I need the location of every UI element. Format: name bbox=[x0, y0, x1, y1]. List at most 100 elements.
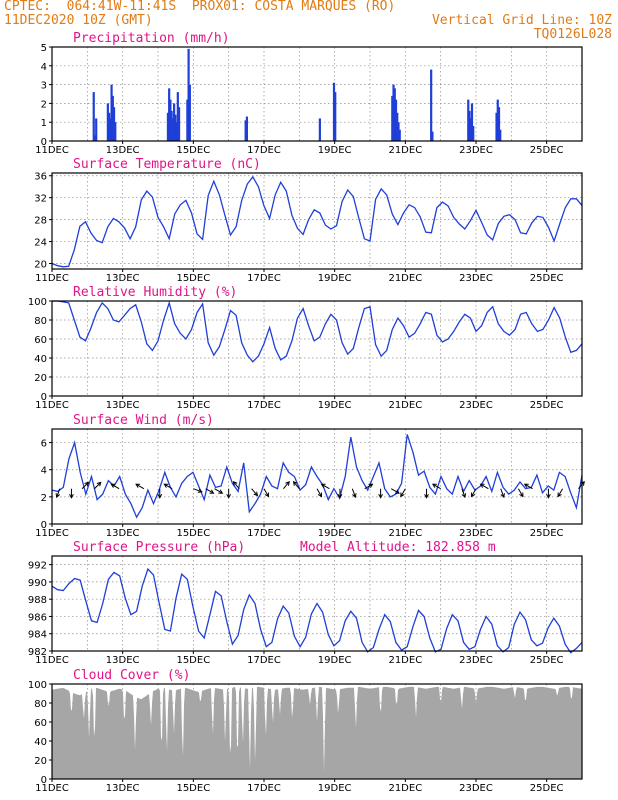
precip-bar bbox=[470, 103, 474, 141]
header-station: CPTEC: 064:41W-11:41S PROX01: COSTA MARQ… bbox=[4, 0, 396, 14]
header-grid-note: Vertical Grid Line: 10Z bbox=[431, 13, 612, 28]
y-tick-label: 100 bbox=[28, 297, 47, 308]
y-tick-label: 36 bbox=[34, 172, 47, 183]
precip-bar bbox=[467, 99, 470, 141]
wind-arrow bbox=[479, 483, 489, 490]
y-tick-label: 40 bbox=[34, 354, 47, 365]
wind-arrow bbox=[431, 483, 441, 490]
y-tick-label: 4 bbox=[41, 62, 47, 73]
x-tick-label: 21DEC bbox=[388, 783, 422, 794]
precip-bar bbox=[169, 99, 172, 141]
precip-bar bbox=[431, 131, 434, 141]
precip-bar bbox=[173, 103, 176, 141]
precip-bar bbox=[391, 95, 394, 141]
temp-frame bbox=[51, 172, 583, 270]
x-tick-label: 15DEC bbox=[176, 145, 210, 156]
precip-bar bbox=[108, 112, 111, 141]
y-tick-label: 60 bbox=[34, 718, 47, 729]
wind-arrow bbox=[390, 488, 400, 494]
cloud-title: Cloud Cover (%) bbox=[73, 668, 190, 683]
y-tick-label: 24 bbox=[34, 238, 47, 249]
precip-bar bbox=[398, 129, 401, 141]
wind-arrow bbox=[523, 483, 533, 490]
y-tick-label: 1 bbox=[41, 118, 47, 129]
precip-title: Precipitation (mm/h) bbox=[73, 31, 230, 46]
x-tick-label: 25DEC bbox=[530, 400, 564, 411]
x-tick-label: 19DEC bbox=[318, 273, 352, 284]
temp-title: Surface Temperature (nC) bbox=[73, 157, 261, 172]
x-tick-label: 13DEC bbox=[106, 400, 140, 411]
x-tick-label: 21DEC bbox=[388, 528, 422, 539]
x-tick-label: 23DEC bbox=[459, 400, 493, 411]
wind-arrow bbox=[517, 488, 524, 498]
wind-arrow bbox=[378, 488, 383, 499]
y-tick-label: 100 bbox=[28, 680, 47, 691]
rh-panel: 0 20 40 60 80 100 11DEC 13DEC 15DEC 17DEC 19DEC 21D… bbox=[28, 285, 583, 411]
wind-arrow bbox=[110, 483, 120, 490]
wind-arrow bbox=[69, 488, 74, 499]
x-tick-label: 23DEC bbox=[459, 273, 493, 284]
y-tick-label: 20 bbox=[34, 756, 47, 767]
y-tick-label: 5 bbox=[41, 43, 47, 54]
x-tick-label: 21DEC bbox=[388, 273, 422, 284]
x-tick-label: 25DEC bbox=[530, 528, 564, 539]
precip-bar bbox=[93, 135, 97, 141]
wind-arrow bbox=[546, 488, 551, 499]
x-tick-label: 23DEC bbox=[459, 528, 493, 539]
x-tick-label: 17DEC bbox=[247, 145, 281, 156]
y-tick-label: 0 bbox=[41, 520, 47, 531]
wind-arrow bbox=[557, 488, 563, 498]
y-tick-label: 0 bbox=[41, 137, 47, 148]
rh-title: Relative Humidity (%) bbox=[73, 285, 237, 300]
x-tick-label: 19DEC bbox=[318, 783, 352, 794]
x-tick-label: 25DEC bbox=[530, 273, 564, 284]
x-tick-label: 13DEC bbox=[106, 783, 140, 794]
precip-bar bbox=[112, 107, 116, 141]
precip-bar bbox=[176, 92, 179, 141]
precip-bar bbox=[186, 99, 189, 141]
wind-arrow bbox=[578, 481, 585, 490]
precip-bar bbox=[469, 118, 472, 141]
y-tick-label: 20 bbox=[34, 373, 47, 384]
wind-frame bbox=[51, 428, 583, 525]
x-tick-label: 17DEC bbox=[247, 655, 281, 666]
precip-bar bbox=[396, 112, 399, 141]
wind-arrow bbox=[500, 488, 505, 499]
pres-title: Surface Pressure (hPa) bbox=[73, 540, 245, 555]
wind-arrow bbox=[292, 481, 300, 490]
wind-arrow bbox=[205, 488, 215, 494]
precip-bar bbox=[174, 114, 177, 141]
precip-frame bbox=[51, 46, 583, 142]
wind-arrow bbox=[263, 488, 270, 498]
y-tick-label: 0 bbox=[41, 775, 47, 786]
precip-bar bbox=[318, 118, 321, 141]
precip-bar bbox=[499, 129, 502, 141]
x-tick-label: 25DEC bbox=[530, 145, 564, 156]
wind-arrow bbox=[214, 488, 224, 494]
x-tick-label: 11DEC bbox=[35, 400, 69, 411]
wind-arrow bbox=[283, 481, 290, 490]
wind-arrow bbox=[316, 488, 323, 498]
precip-bar bbox=[245, 116, 249, 141]
precip-bar bbox=[468, 110, 471, 141]
y-tick-label: 2 bbox=[41, 99, 47, 110]
temp-panel: 20 24 28 32 36 11DEC 13DEC 15DEC 17DEC 19DEC 21DEC… bbox=[34, 157, 583, 284]
x-tick-label: 11DEC bbox=[35, 145, 69, 156]
y-tick-label: 32 bbox=[34, 194, 47, 205]
x-tick-label: 15DEC bbox=[176, 400, 210, 411]
wind-series-line bbox=[51, 434, 583, 519]
y-tick-label: 982 bbox=[28, 647, 47, 658]
y-tick-label: 992 bbox=[28, 561, 47, 572]
precip-bar bbox=[109, 118, 112, 141]
precip-bar bbox=[170, 110, 173, 141]
y-tick-label: 990 bbox=[28, 578, 47, 589]
wind-arrow bbox=[400, 488, 406, 498]
x-tick-label: 19DEC bbox=[318, 655, 352, 666]
precip-bar bbox=[244, 120, 247, 141]
wind-arrow bbox=[364, 483, 374, 490]
wind-arrow bbox=[163, 483, 173, 490]
wind-arrow bbox=[470, 488, 477, 498]
x-tick-label: 15DEC bbox=[176, 655, 210, 666]
wind-arrow bbox=[55, 488, 61, 499]
